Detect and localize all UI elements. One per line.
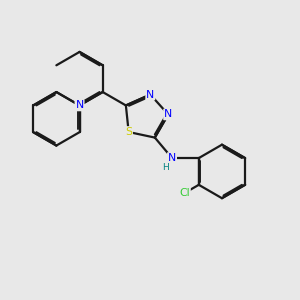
Text: N: N: [146, 89, 154, 100]
Text: N: N: [164, 110, 172, 119]
Text: Cl: Cl: [179, 188, 190, 198]
Text: N: N: [75, 100, 84, 110]
Text: N: N: [168, 153, 176, 163]
Text: S: S: [125, 127, 132, 137]
Text: H: H: [162, 163, 169, 172]
